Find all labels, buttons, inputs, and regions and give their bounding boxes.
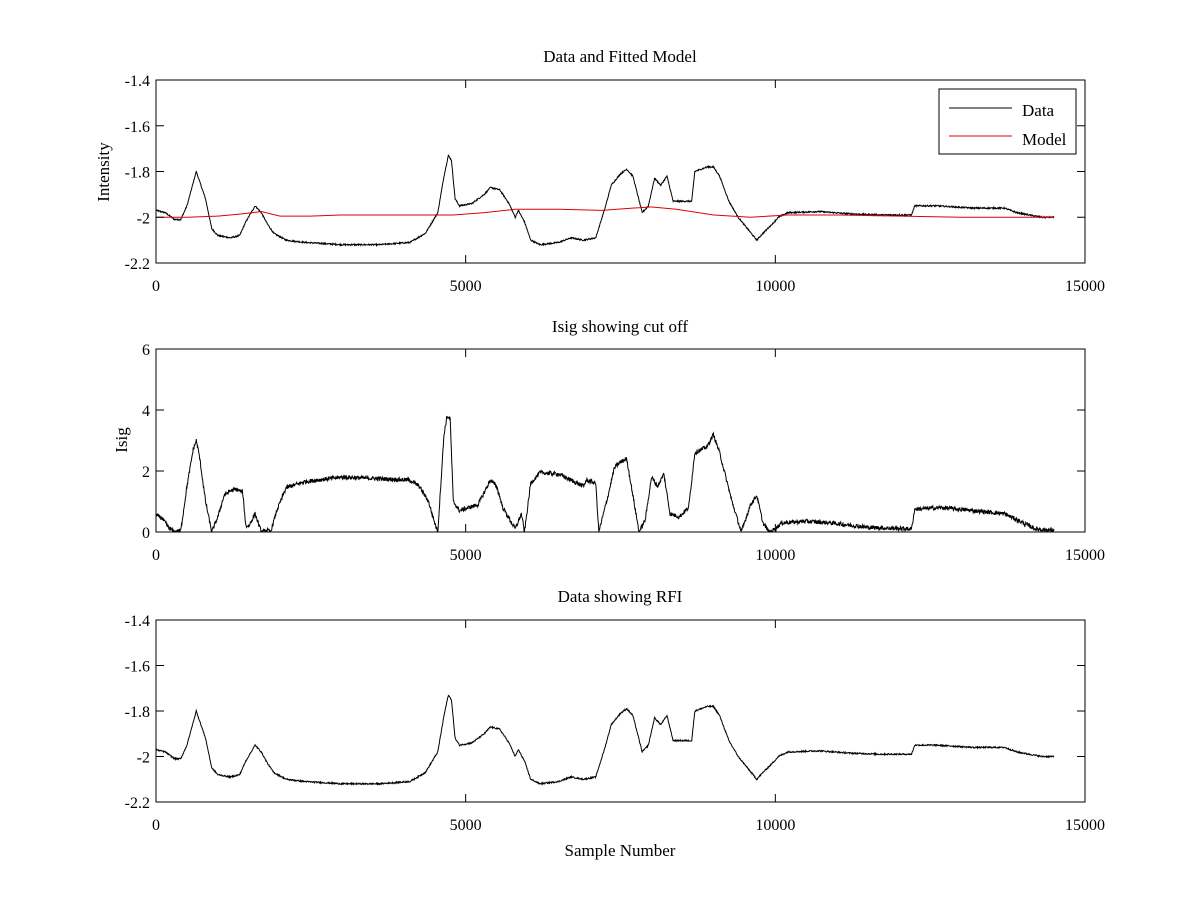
y-axis-label: Isig bbox=[112, 427, 131, 453]
x-axis-label: Sample Number bbox=[565, 841, 676, 860]
y-tick-label: -1.8 bbox=[125, 704, 150, 721]
legend: Data Model bbox=[938, 88, 1077, 155]
plot-area: 0 5000 10000 15000 0 2 4 6 bbox=[142, 342, 1105, 564]
x-tick-label: 15000 bbox=[1065, 817, 1105, 834]
panel-data-rfi: Data showing RFI Sample Number 0 5000 1000… bbox=[125, 587, 1105, 860]
plot-area: 0 5000 10000 15000 -2.2 -2 -1.8 -1.6 -1.4 bbox=[125, 613, 1105, 834]
y-tick-label: -1.4 bbox=[125, 73, 150, 90]
series-group bbox=[156, 694, 1055, 786]
x-tick-label: 5000 bbox=[450, 817, 482, 834]
x-tick-label: 0 bbox=[152, 278, 160, 295]
y-tick-label: -1.8 bbox=[125, 165, 150, 182]
y-axis-label: Intensity bbox=[94, 142, 113, 202]
x-tick-label: 15000 bbox=[1065, 278, 1105, 295]
y-tick-label: -2.2 bbox=[125, 795, 150, 812]
series-line-data bbox=[156, 154, 1055, 248]
panel-isig: Isig showing cut off Isig 0 5000 10000 1500… bbox=[112, 317, 1105, 564]
y-tick-label: -1.4 bbox=[125, 613, 150, 630]
plot-area: 0 5000 10000 15000 -2.2 -2 -1.8 -1.6 -1.4 bbox=[125, 73, 1105, 295]
x-tick-label: 5000 bbox=[450, 547, 482, 564]
y-tick-label: 2 bbox=[142, 464, 150, 481]
x-tick-label: 10000 bbox=[755, 278, 795, 295]
panel-title: Data and Fitted Model bbox=[543, 47, 697, 66]
x-tick-label: 0 bbox=[152, 547, 160, 564]
y-tick-label: 6 bbox=[142, 342, 150, 359]
y-tick-label: -2 bbox=[137, 750, 150, 767]
x-tick-label: 0 bbox=[152, 817, 160, 834]
panel-title: Isig showing cut off bbox=[552, 317, 688, 336]
panel-title: Data showing RFI bbox=[558, 587, 683, 606]
panel-data-and-model: Data and Fitted Model Intensity 0 5000 100… bbox=[94, 47, 1105, 295]
x-tick-label: 10000 bbox=[755, 547, 795, 564]
x-tick-label: 5000 bbox=[450, 278, 482, 295]
y-tick-label: -2.2 bbox=[125, 256, 150, 273]
y-tick-label: -1.6 bbox=[125, 119, 150, 136]
series-line bbox=[156, 415, 1055, 532]
axes-box bbox=[155, 348, 1086, 533]
legend-box bbox=[938, 88, 1077, 155]
legend-label-model: Model bbox=[1022, 130, 1067, 149]
x-tick-label: 15000 bbox=[1065, 547, 1105, 564]
legend-label-data: Data bbox=[1022, 101, 1055, 120]
x-tick-label: 10000 bbox=[755, 817, 795, 834]
series-line-model bbox=[156, 206, 1055, 218]
series-group bbox=[156, 154, 1055, 248]
series-group bbox=[156, 415, 1055, 532]
y-tick-label: 0 bbox=[142, 525, 150, 542]
series-line bbox=[156, 694, 1055, 786]
y-tick-label: -2 bbox=[137, 210, 150, 227]
y-tick-label: -1.6 bbox=[125, 659, 150, 676]
y-tick-label: 4 bbox=[142, 403, 150, 420]
